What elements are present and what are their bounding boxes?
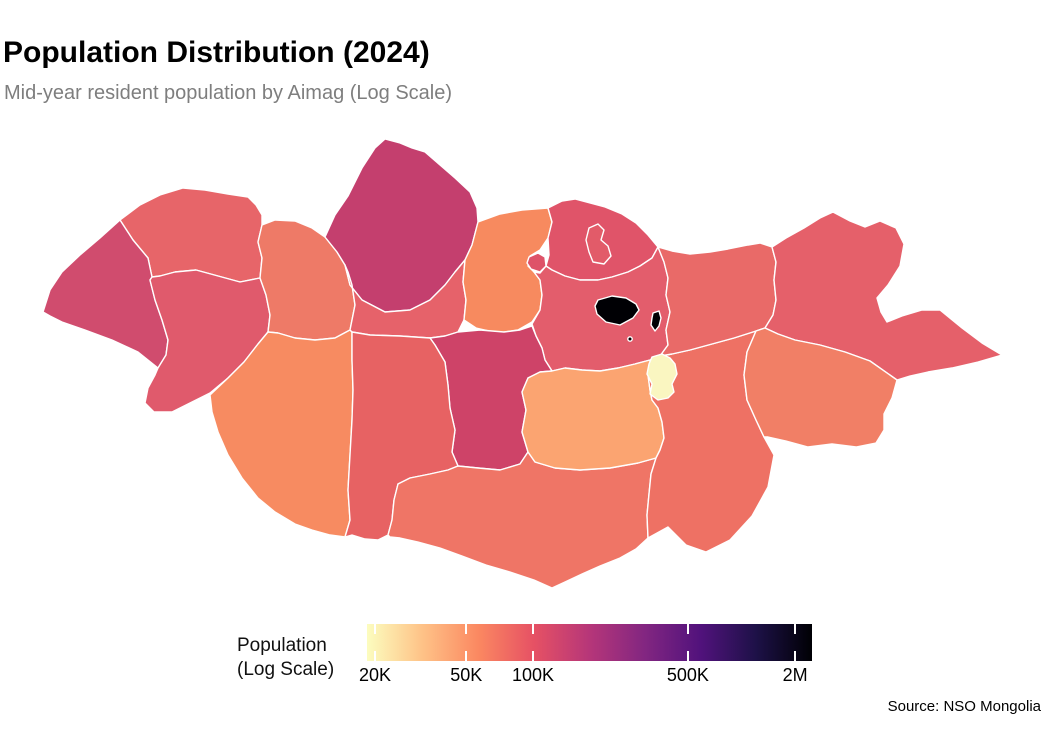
region-sukhbaatar: [743, 327, 898, 448]
legend-tick-mark: [794, 624, 797, 634]
source-caption: Source: NSO Mongolia: [887, 698, 1041, 715]
region-darkhan-uul: [585, 223, 612, 265]
region-govisumber: [646, 353, 678, 401]
legend-tick-mark: [465, 624, 468, 634]
region-baganuur: [650, 310, 662, 332]
legend-tick-labels: 20K 50K 100K 500K 2M: [359, 665, 812, 687]
legend-tick-mark: [465, 651, 468, 661]
region-ulaanbaatar: [594, 295, 640, 326]
region-govi-altai: [209, 329, 354, 538]
region-khovd: [144, 269, 271, 413]
page-subtitle: Mid-year resident population by Aimag (L…: [4, 82, 453, 104]
legend-title: Population (Log Scale): [237, 634, 334, 682]
legend-tick-label: 20K: [358, 665, 392, 685]
legend-title-line2: (Log Scale): [237, 659, 335, 680]
legend-colorbar: [367, 624, 812, 661]
legend-tick-mark: [794, 651, 797, 661]
region-orkhon: [526, 252, 547, 273]
region-bagakhangai: [627, 336, 633, 342]
page-title: Population Distribution (2024): [3, 36, 430, 69]
legend-tick-mark: [531, 624, 534, 634]
legend-tick-mark: [686, 651, 689, 661]
legend-tick-label: 2M: [782, 665, 808, 685]
legend-tick-label: 500K: [666, 665, 709, 685]
region-dundgovi: [521, 359, 665, 471]
legend-tick-mark: [531, 651, 534, 661]
legend-tick-mark: [374, 624, 376, 634]
legend-tick-label: 50K: [450, 665, 483, 685]
legend-tick-mark: [374, 651, 376, 661]
legend-title-line1: Population: [237, 635, 327, 656]
legend-tick-label: 100K: [511, 665, 555, 685]
legend-tick-mark: [686, 624, 689, 634]
